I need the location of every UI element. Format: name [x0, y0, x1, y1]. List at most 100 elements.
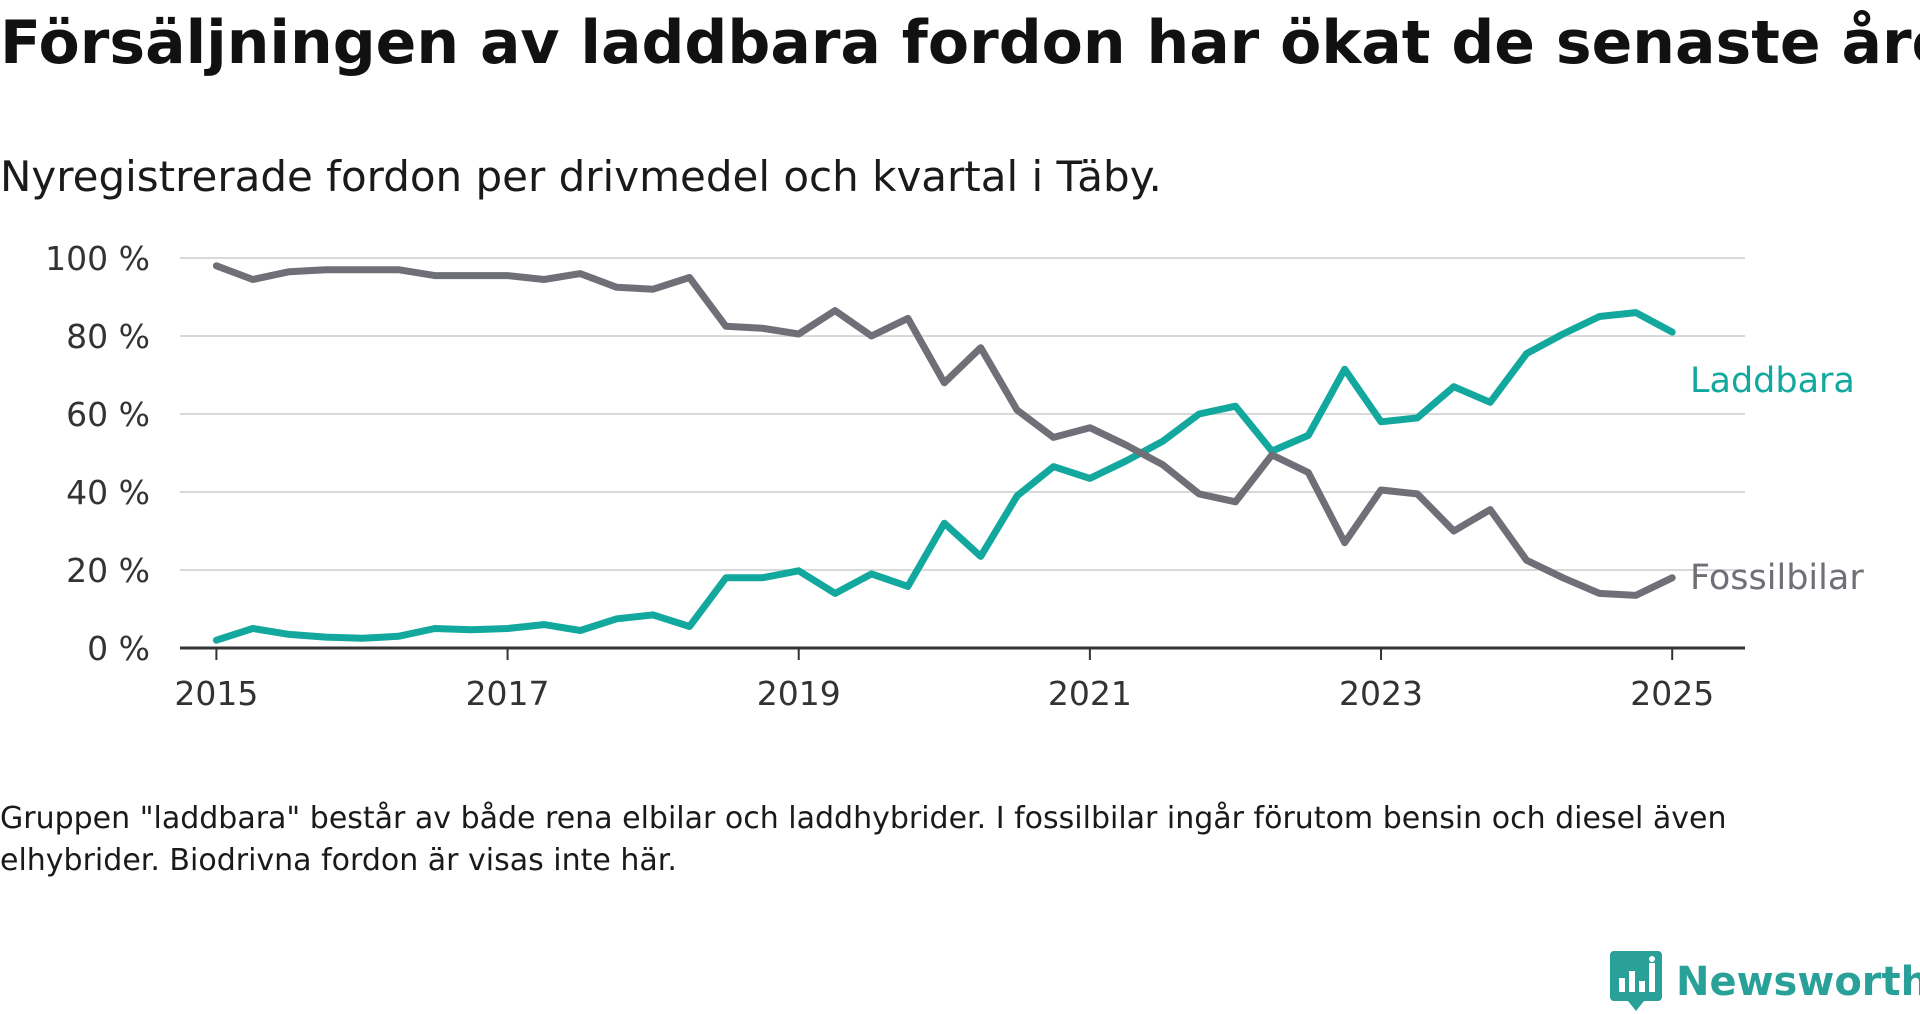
data-point-laddbara	[504, 625, 511, 632]
data-point-laddbara	[613, 615, 620, 622]
data-point-laddbara	[941, 520, 948, 527]
data-point-laddbara	[1596, 313, 1603, 320]
data-point-laddbara	[1196, 411, 1203, 417]
series-line-fossilbilar	[212, 262, 1676, 599]
data-point-laddbara	[904, 583, 911, 590]
series-line-laddbara	[212, 309, 1676, 644]
data-point-laddbara	[868, 570, 875, 577]
data-point-laddbara	[1632, 309, 1639, 316]
data-point-fossilbilar	[686, 274, 693, 281]
brand-name: Newsworthy	[1676, 959, 1920, 1005]
data-point-laddbara	[1086, 475, 1093, 482]
data-point-fossilbilar	[977, 344, 984, 351]
data-point-fossilbilar	[904, 315, 911, 322]
data-point-laddbara	[468, 626, 475, 633]
data-point-fossilbilar	[395, 266, 402, 273]
data-point-fossilbilar	[795, 331, 802, 338]
data-point-fossilbilar	[1523, 557, 1530, 564]
data-point-laddbara	[1014, 492, 1021, 499]
data-point-laddbara	[540, 621, 547, 628]
data-point-laddbara	[358, 635, 365, 642]
data-point-laddbara	[577, 627, 584, 634]
data-point-fossilbilar	[868, 333, 875, 339]
data-point-laddbara	[795, 567, 802, 574]
data-point-laddbara	[1159, 438, 1166, 445]
y-tick-label-40: 40 %	[66, 473, 150, 512]
data-point-laddbara	[431, 625, 438, 632]
x-tick-label-2025: 2025	[1630, 674, 1714, 713]
data-point-laddbara	[1669, 329, 1676, 336]
data-point-laddbara	[832, 590, 839, 597]
data-point-fossilbilar	[1450, 528, 1457, 534]
data-point-fossilbilar	[650, 286, 657, 293]
data-point-laddbara	[1560, 331, 1567, 338]
data-point-fossilbilar	[504, 272, 511, 279]
data-point-fossilbilar	[1596, 590, 1603, 597]
data-point-fossilbilar	[1341, 539, 1348, 546]
series-label-laddbara: Laddbara	[1690, 361, 1855, 401]
data-point-fossilbilar	[1014, 407, 1021, 414]
x-tick-label-2015: 2015	[174, 674, 258, 713]
series-label-fossilbilar: Fossilbilar	[1690, 558, 1864, 598]
data-point-fossilbilar	[1305, 469, 1312, 476]
y-tick-label-0: 0 %	[87, 629, 150, 668]
data-point-fossilbilar	[1378, 487, 1385, 494]
data-point-fossilbilar	[1123, 442, 1130, 449]
x-tick-label-2021: 2021	[1048, 674, 1132, 713]
data-point-fossilbilar	[1232, 498, 1239, 505]
data-point-fossilbilar	[1086, 424, 1093, 431]
chart-subtitle: Nyregistrerade fordon per drivmedel och …	[0, 152, 1162, 201]
data-point-laddbara	[1414, 414, 1421, 421]
newsworthy-logo-icon	[1610, 951, 1662, 1011]
data-point-fossilbilar	[722, 323, 729, 330]
data-point-fossilbilar	[1196, 490, 1203, 497]
data-point-laddbara	[213, 637, 220, 644]
data-point-fossilbilar	[1487, 506, 1494, 513]
data-point-laddbara	[1378, 418, 1385, 425]
data-point-fossilbilar	[540, 276, 547, 283]
data-point-fossilbilar	[1632, 592, 1639, 599]
data-point-laddbara	[977, 553, 984, 560]
x-tick-label-2017: 2017	[466, 674, 550, 713]
data-point-fossilbilar	[1669, 574, 1676, 581]
data-point-laddbara	[395, 633, 402, 640]
y-tick-label-80: 80 %	[66, 317, 150, 356]
data-point-laddbara	[1341, 366, 1348, 373]
data-point-laddbara	[1305, 432, 1312, 439]
data-point-laddbara	[286, 631, 293, 638]
data-point-laddbara	[686, 623, 693, 630]
data-point-fossilbilar	[1268, 451, 1275, 458]
brand-logo[interactable]: Newsworthy	[1610, 950, 1920, 1014]
data-point-fossilbilar	[1050, 434, 1057, 441]
data-point-fossilbilar	[941, 379, 948, 386]
data-point-laddbara	[322, 634, 329, 641]
data-point-fossilbilar	[431, 272, 438, 279]
data-point-laddbara	[1523, 350, 1530, 357]
data-point-fossilbilar	[832, 307, 839, 314]
data-point-fossilbilar	[577, 270, 584, 277]
data-point-fossilbilar	[1560, 574, 1567, 581]
data-point-laddbara	[650, 611, 657, 618]
data-point-fossilbilar	[1159, 461, 1166, 468]
data-point-laddbara	[1450, 383, 1457, 390]
data-point-fossilbilar	[249, 276, 256, 283]
data-point-fossilbilar	[213, 262, 220, 269]
x-tick-label-2023: 2023	[1339, 674, 1423, 713]
y-tick-label-60: 60 %	[66, 395, 150, 434]
y-tick-label-20: 20 %	[66, 551, 150, 590]
data-point-fossilbilar	[759, 325, 766, 332]
x-tick-label-2019: 2019	[757, 674, 841, 713]
data-point-laddbara	[249, 625, 256, 632]
data-point-fossilbilar	[468, 272, 475, 279]
data-point-fossilbilar	[322, 266, 329, 273]
data-point-laddbara	[722, 574, 729, 581]
data-point-fossilbilar	[1414, 490, 1421, 497]
data-point-fossilbilar	[613, 284, 620, 291]
chart-title: Försäljningen av laddbara fordon har öka…	[0, 8, 1920, 78]
data-point-laddbara	[1487, 399, 1494, 406]
data-point-laddbara	[759, 574, 766, 581]
data-point-fossilbilar	[286, 268, 293, 275]
data-point-laddbara	[1232, 403, 1239, 410]
data-point-fossilbilar	[358, 266, 365, 273]
